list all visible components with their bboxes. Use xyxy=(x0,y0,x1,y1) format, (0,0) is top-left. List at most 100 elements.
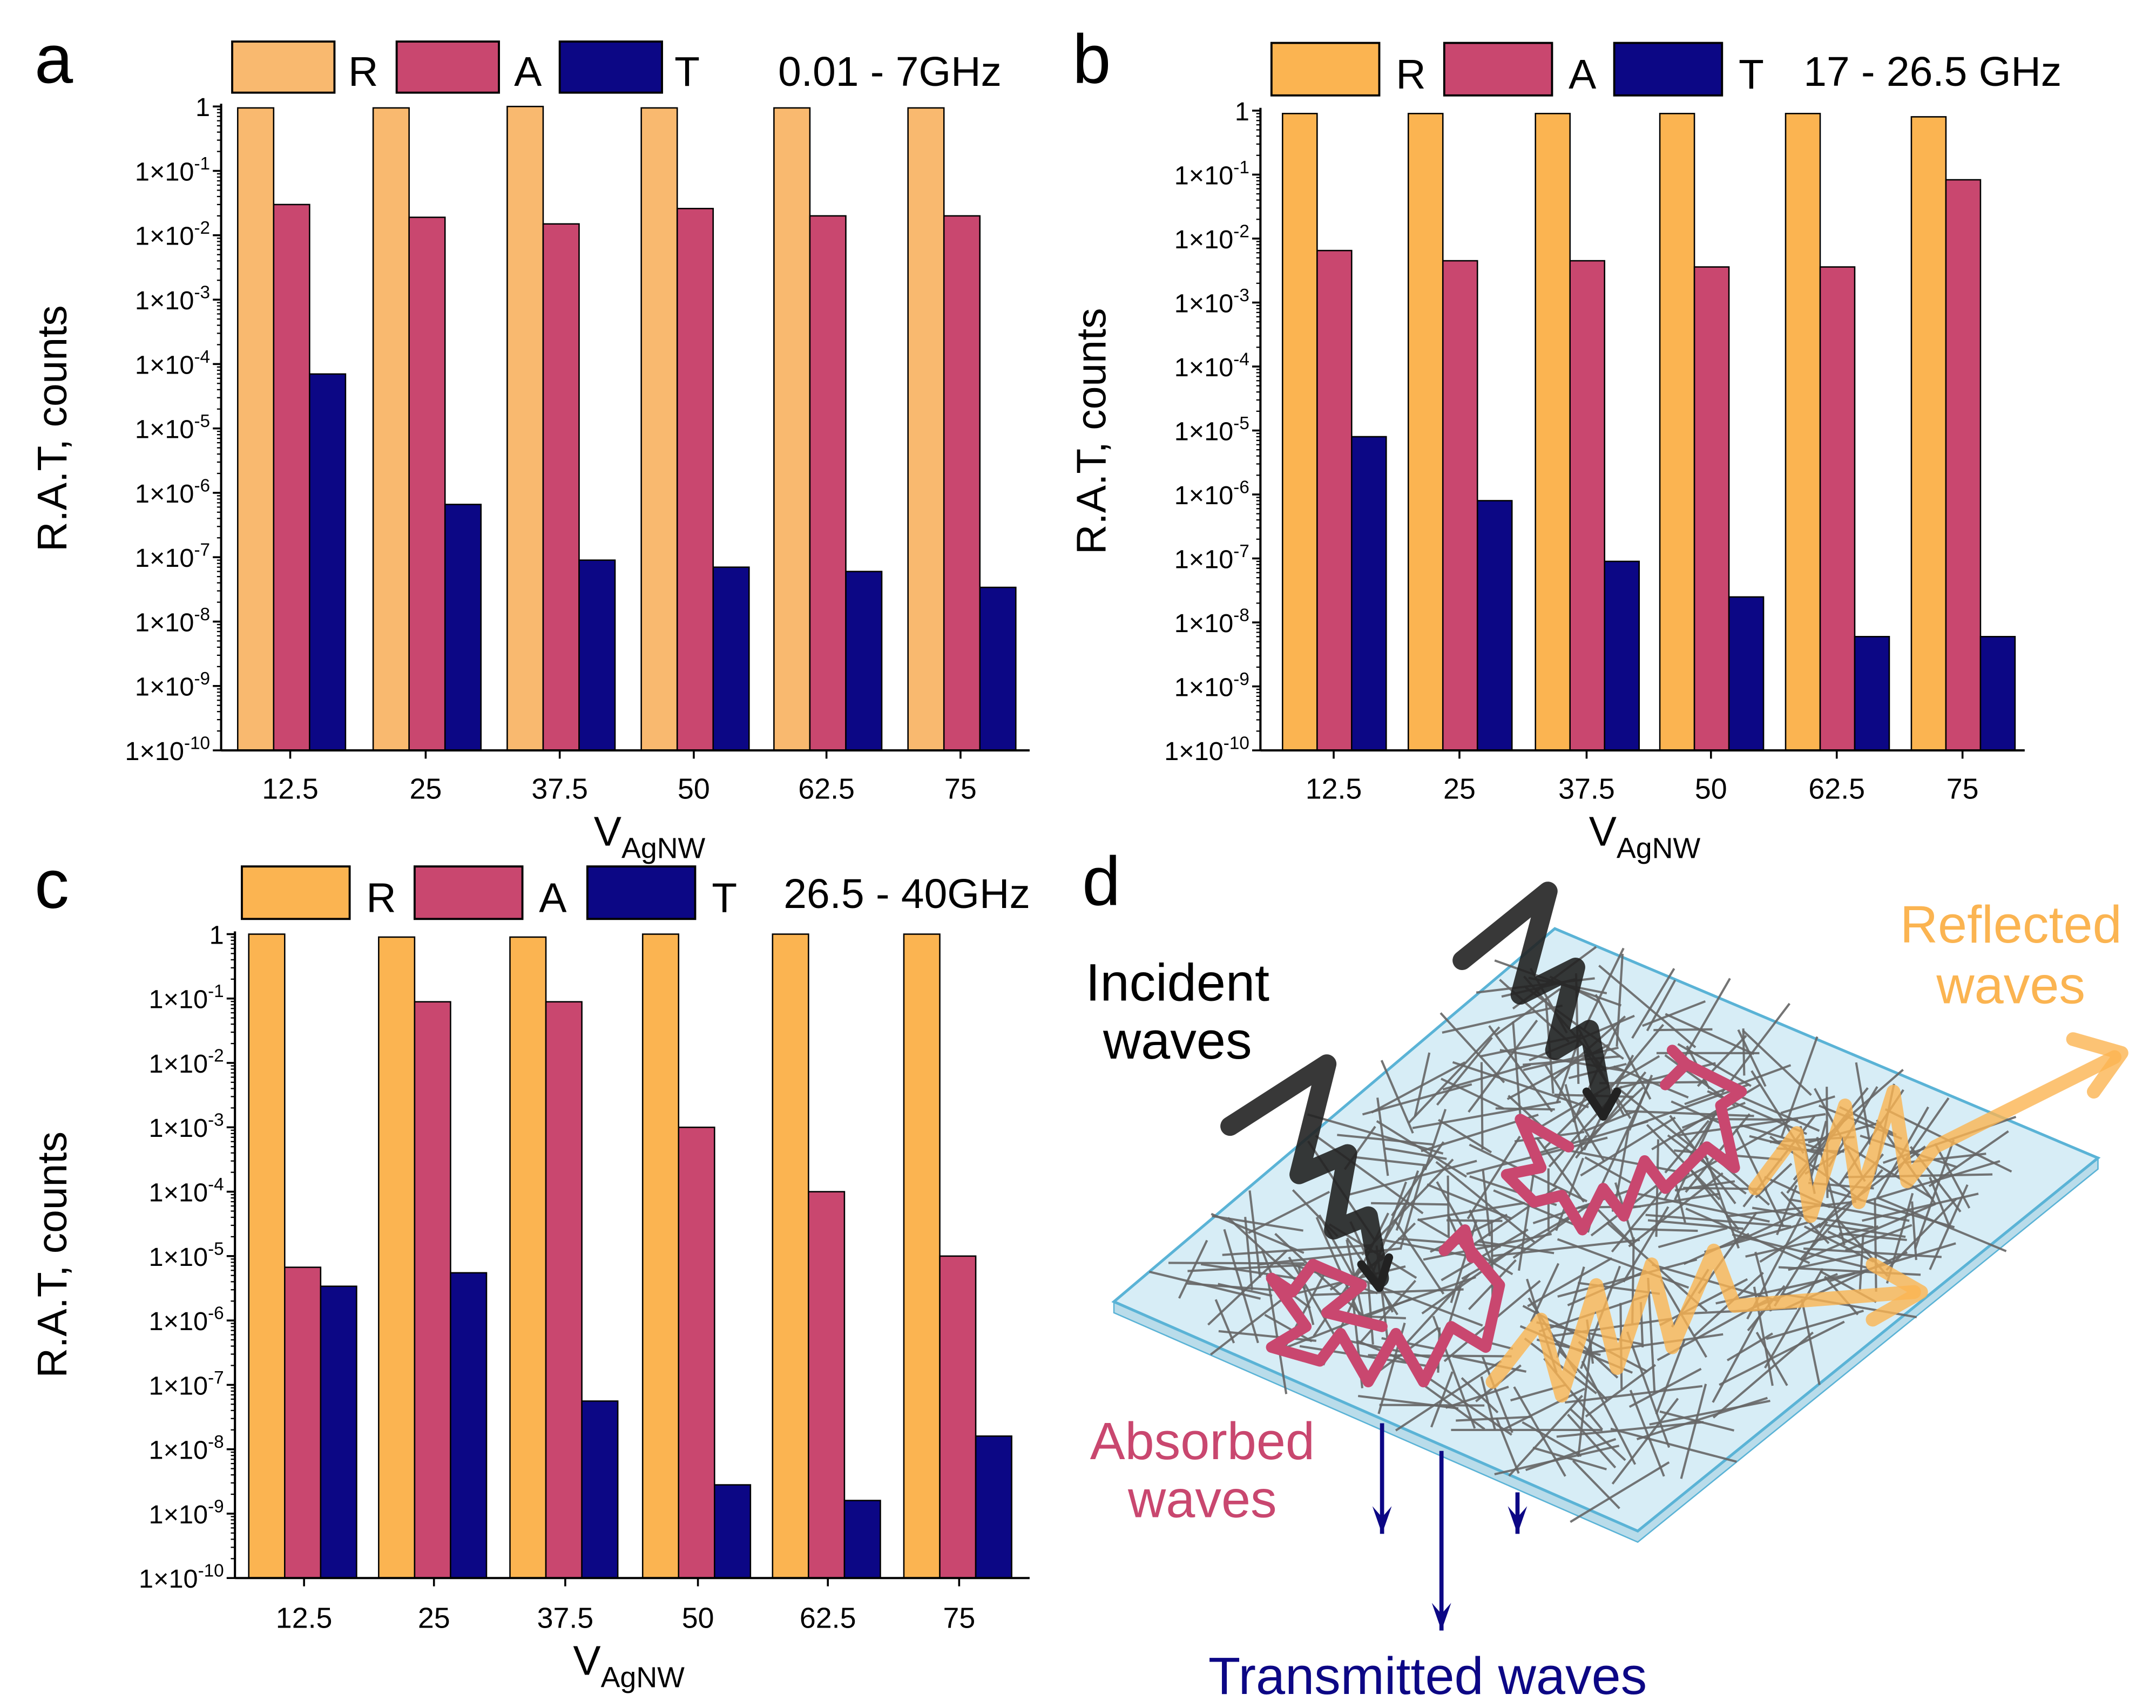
bar-T-75 xyxy=(979,586,1017,751)
wave-arrows xyxy=(1220,882,2128,1631)
nanowire xyxy=(1629,1228,1698,1232)
nanowire xyxy=(1452,1355,1526,1373)
nanowire xyxy=(1629,1390,1665,1477)
nanowire xyxy=(1885,1197,1957,1271)
y-tick-label: 1×10-2 xyxy=(135,218,210,250)
nanowire xyxy=(1315,1217,1363,1320)
x-tick-label: 25 xyxy=(1443,773,1476,805)
bar-A-50 xyxy=(678,1127,715,1579)
nanowire xyxy=(1734,1093,1820,1132)
y-tick-label: 1×10-8 xyxy=(1174,605,1249,638)
panel-b-chart: b R A T 17 - 26.5 GHz 1 1×10-1 1×10-2 1×10-3 1×10… xyxy=(1069,21,2062,865)
nanowire xyxy=(1647,1277,1656,1393)
nanowire xyxy=(1393,1218,1445,1295)
nanowire xyxy=(1424,1385,1485,1431)
transmitted-arrowhead-3 xyxy=(1508,1506,1528,1534)
nanowire xyxy=(1581,1360,1637,1465)
nanowire xyxy=(1803,1247,1942,1258)
nanowire xyxy=(1552,1135,1588,1187)
y-tick-label: 1×10-10 xyxy=(125,733,210,765)
y-tick-label: 1×10-3 xyxy=(1174,286,1249,318)
reflected-label-2: waves xyxy=(1936,955,2085,1014)
x-axis-label: VAgNW xyxy=(573,1637,685,1693)
y-tick-label: 1×10-2 xyxy=(1174,221,1249,254)
nanowire xyxy=(1801,1203,1936,1262)
legend-swatch-A xyxy=(1443,42,1553,97)
nanowire xyxy=(1380,1060,1414,1134)
frequency-range-label: 26.5 - 40GHz xyxy=(783,871,1030,917)
nanowire xyxy=(1721,1002,1790,1094)
bar-R-37.5 xyxy=(509,936,547,1579)
nanowire xyxy=(1803,1225,1875,1263)
nanowire xyxy=(1384,1147,1447,1160)
y-tick-label: 1×10-6 xyxy=(149,1304,224,1336)
nanowire xyxy=(1642,1000,1706,1027)
bar-T-12.5 xyxy=(1351,436,1387,751)
panel-label-a: a xyxy=(35,21,73,98)
nanowire xyxy=(1594,1206,1633,1245)
legend-label-R: R xyxy=(1396,51,1425,98)
nanowire xyxy=(1414,1052,1431,1117)
nanowire xyxy=(1424,1109,1447,1170)
nanowire xyxy=(1726,1332,1773,1361)
nanowire xyxy=(1766,1310,1864,1340)
absorbed-label-2: waves xyxy=(1127,1470,1277,1529)
reflected-arrowhead-2 xyxy=(1866,1257,1928,1327)
bar-T-62.5 xyxy=(845,571,883,751)
nanowire xyxy=(1480,1062,1484,1150)
nanowire xyxy=(1371,1061,1466,1114)
nanowire xyxy=(1742,1028,1746,1076)
nanowire xyxy=(1544,1065,1605,1162)
x-tick-label: 37.5 xyxy=(1558,773,1615,805)
y-tick-label: 1×10-7 xyxy=(1174,541,1249,574)
nanowire xyxy=(1623,1206,1670,1283)
y-tick-label: 1×10-3 xyxy=(135,283,210,315)
bar-T-62.5 xyxy=(843,1500,881,1579)
bar-R-75 xyxy=(907,107,945,751)
y-tick-label: 1×10-9 xyxy=(135,669,210,701)
nanowire xyxy=(1214,1299,1235,1344)
nanowire xyxy=(1200,1263,1305,1281)
y-axis-label: R.A.T, counts xyxy=(29,305,76,552)
transmitted-arrowhead-1 xyxy=(1372,1506,1392,1534)
nanowire xyxy=(1584,1156,1640,1189)
absorbed-label-1: Absorbed xyxy=(1090,1412,1315,1470)
bar-R-37.5 xyxy=(1535,113,1571,751)
x-tick-label: 25 xyxy=(418,1602,450,1634)
x-axis-label: VAgNW xyxy=(594,809,706,865)
bar-A-12.5 xyxy=(284,1266,322,1579)
x-tick-label: 75 xyxy=(943,1602,975,1634)
nanowire xyxy=(1788,1253,1861,1271)
y-tick-label: 1×10-1 xyxy=(135,154,210,186)
nanowire xyxy=(1447,1175,1450,1237)
nanowire xyxy=(1430,1371,1454,1428)
bar-A-75 xyxy=(943,215,981,751)
y-tick-label: 1×10-7 xyxy=(135,540,210,573)
incident-wave-2 xyxy=(1220,1054,1389,1288)
reflected-arrowhead-1 xyxy=(2066,1032,2128,1099)
bar-A-50 xyxy=(1693,266,1730,751)
nanowire xyxy=(1266,1274,1288,1394)
reflected-label-1: Reflected xyxy=(1900,895,2122,954)
nanowire xyxy=(1929,1176,1951,1228)
bar-A-62.5 xyxy=(809,215,847,751)
legend-swatch-T xyxy=(586,865,697,920)
nanowire xyxy=(1274,1232,1373,1325)
nanowire xyxy=(1456,1415,1531,1422)
nanowire xyxy=(1315,1135,1424,1215)
bar-A-37.5 xyxy=(542,223,580,751)
bar-A-37.5 xyxy=(545,1001,583,1579)
panel-a-chart: a R A T 0.01 - 7GHz 1 1×10-1 1×10-2 1×10-3 1×10-4… xyxy=(29,21,1030,865)
nanowire xyxy=(1680,1384,1707,1479)
nanowire xyxy=(1677,1043,1752,1087)
nanowire xyxy=(1629,1191,1770,1223)
nanowire xyxy=(1427,1183,1512,1220)
bar-R-37.5 xyxy=(506,105,544,751)
nanowire xyxy=(1829,1242,1956,1282)
bar-T-50 xyxy=(714,1484,752,1579)
nanowire xyxy=(1755,1332,1788,1386)
nanowire xyxy=(1355,1156,1428,1167)
bar-T-12.5 xyxy=(320,1285,357,1579)
incident-label-1: Incident xyxy=(1085,953,1269,1012)
